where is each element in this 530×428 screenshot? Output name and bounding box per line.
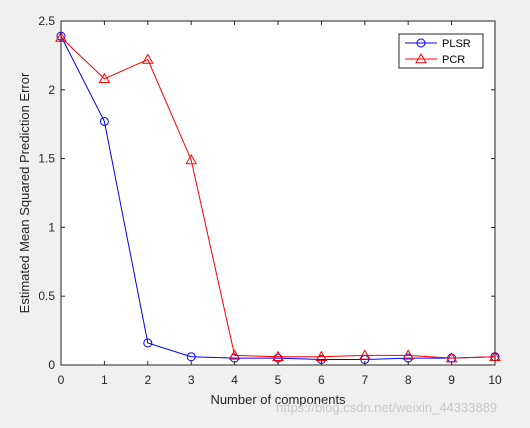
series-layer bbox=[55, 31, 501, 364]
data-point-plsr bbox=[143, 338, 153, 348]
series-line-pcr bbox=[60, 37, 496, 359]
legend-marker-plsr bbox=[416, 38, 426, 48]
x-axis-label: Number of components bbox=[210, 392, 346, 407]
x-tick-label: 10 bbox=[488, 373, 502, 387]
x-tick-label: 1 bbox=[101, 373, 108, 387]
x-tick-label: 8 bbox=[405, 373, 412, 387]
data-point-pcr bbox=[141, 53, 154, 64]
series-line-plsr bbox=[60, 35, 496, 360]
data-point-plsr bbox=[99, 116, 109, 126]
x-tick-label: 6 bbox=[318, 373, 325, 387]
data-point-pcr bbox=[315, 350, 328, 361]
legend: PLSR PCR bbox=[398, 33, 484, 69]
y-tick-label: 2.5 bbox=[38, 14, 55, 28]
legend-marker-pcr bbox=[415, 52, 427, 64]
y-tick-label: 1 bbox=[48, 220, 55, 234]
data-point-plsr bbox=[186, 352, 196, 362]
plot-area bbox=[61, 21, 495, 365]
legend-box bbox=[398, 33, 484, 69]
y-axis: 0 0.5 1 1.5 2 2.5 bbox=[38, 14, 495, 372]
y-tick-label: 1.5 bbox=[38, 152, 55, 166]
x-tick-label: 0 bbox=[58, 373, 65, 387]
data-point-pcr bbox=[185, 153, 198, 165]
legend-label-pcr: PCR bbox=[442, 54, 465, 66]
data-point-pcr bbox=[358, 349, 371, 360]
x-tick-label: 9 bbox=[448, 373, 455, 387]
watermark-text: https://blog.csdn.net/weixin_44333889 bbox=[276, 400, 498, 415]
x-axis: 0 1 2 3 4 5 6 7 8 9 10 bbox=[58, 21, 502, 387]
y-tick-label: 2 bbox=[48, 83, 55, 97]
data-point-pcr bbox=[272, 350, 284, 361]
x-tick-label: 7 bbox=[361, 373, 368, 387]
y-axis-label: Estimated Mean Squared Prediction Error bbox=[17, 72, 32, 313]
y-tick-label: 0 bbox=[48, 358, 55, 372]
x-tick-label: 2 bbox=[144, 373, 151, 387]
x-tick-label: 3 bbox=[188, 373, 195, 387]
y-tick-label: 0.5 bbox=[38, 289, 55, 303]
data-point-pcr bbox=[98, 72, 111, 84]
x-tick-label: 4 bbox=[231, 373, 238, 387]
data-point-pcr bbox=[228, 349, 241, 360]
data-point-pcr bbox=[402, 349, 415, 360]
x-tick-label: 5 bbox=[275, 373, 282, 387]
legend-label-plsr: PLSR bbox=[442, 38, 471, 50]
